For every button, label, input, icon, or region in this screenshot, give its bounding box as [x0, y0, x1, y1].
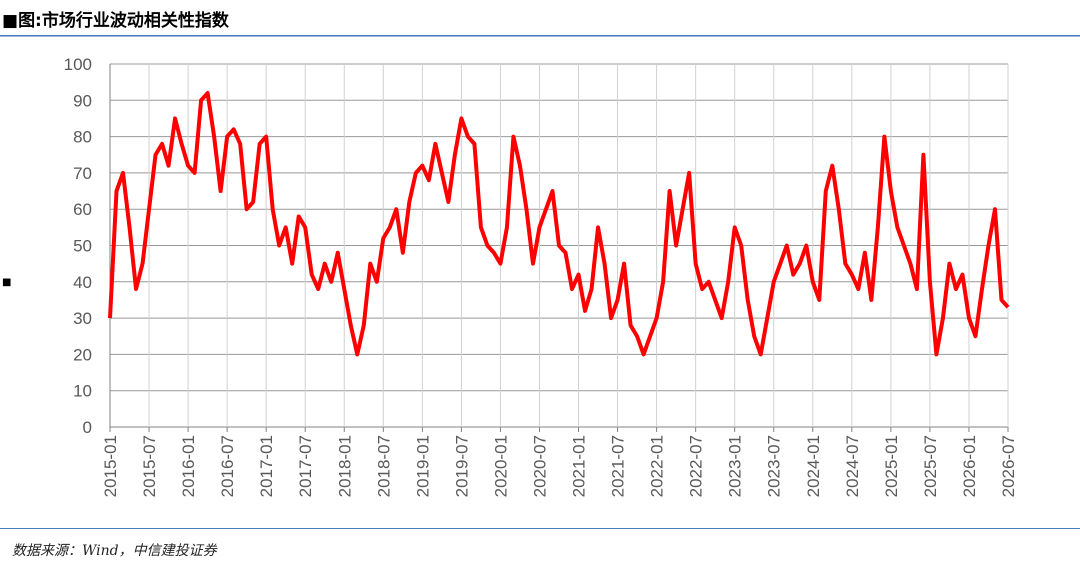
chart: 0 10 20 30 40 50 60 70 80 90 100 2015-01 2015-07 2016…: [64, 55, 1018, 497]
figure-title: ■图:市场行业波动相关性指数: [2, 11, 229, 31]
y-tick-label: 60: [73, 200, 92, 219]
x-tick-label: 2021-07: [609, 435, 628, 497]
x-tick-label: 2016-07: [218, 435, 237, 497]
x-tick-label: 2024-07: [843, 435, 862, 497]
y-tick-label: 0: [83, 418, 92, 437]
y-tick-label: 30: [73, 309, 92, 328]
y-tick-label: 80: [73, 128, 92, 147]
x-tick-label: 2019-01: [413, 435, 432, 497]
bullet: ■: [2, 277, 12, 288]
y-tick-label: 10: [73, 382, 92, 401]
x-tick-label: 2025-01: [882, 435, 901, 497]
x-tick-label: 2018-01: [335, 435, 354, 497]
source-note: 数据来源：Wind，中信建投证券: [12, 543, 217, 559]
x-tick-label: 2015-07: [140, 435, 159, 497]
x-tick-label: 2022-01: [648, 435, 667, 497]
x-tick-label: 2023-07: [765, 435, 784, 497]
x-tick-label: 2017-07: [296, 435, 315, 497]
divider: [0, 35, 1080, 37]
y-tick-label: 40: [73, 273, 92, 292]
x-tick-label: 2020-07: [530, 435, 549, 497]
x-tick-label: 2018-07: [374, 435, 393, 497]
x-tick-label: 2015-01: [101, 435, 120, 497]
data-line: [108, 91, 1010, 357]
y-tick-label: 20: [73, 345, 92, 364]
divider: [0, 528, 1080, 529]
x-tick-label: 2017-01: [257, 435, 276, 497]
x-tick-label: 2021-01: [570, 435, 589, 497]
y-tick-label: 70: [73, 164, 92, 183]
x-tick-label: 2023-01: [726, 435, 745, 497]
x-tick-label: 2022-07: [687, 435, 706, 497]
x-tick-label: 2026-01: [960, 435, 979, 497]
x-tick-label: 2019-07: [452, 435, 471, 497]
y-tick-label: 90: [73, 91, 92, 110]
y-tick-label: 100: [64, 55, 92, 74]
title-text: 图:市场行业波动相关性指数: [18, 11, 229, 31]
x-tick-label: 2026-07: [999, 435, 1018, 497]
x-tick-label: 2016-01: [179, 435, 198, 497]
x-tick-label: 2024-01: [804, 435, 823, 497]
x-tick-label: 2025-07: [921, 435, 940, 497]
x-tick-label: 2020-01: [491, 435, 510, 497]
y-tick-label: 50: [73, 237, 92, 256]
